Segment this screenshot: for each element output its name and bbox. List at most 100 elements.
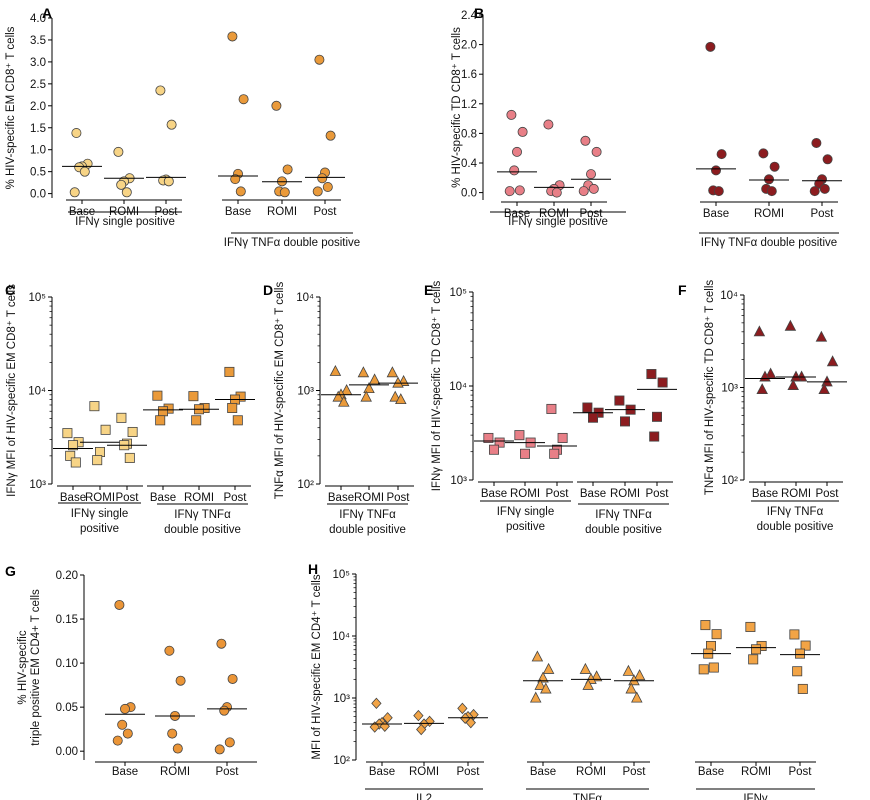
- data-point: [557, 432, 568, 443]
- data-point: [582, 678, 594, 690]
- data-point: [329, 364, 342, 376]
- data-point: [127, 426, 138, 437]
- group-label: double positive: [585, 524, 662, 536]
- group-label: IFNγ TNFα: [174, 509, 231, 521]
- x-tick-label: Base: [504, 208, 530, 220]
- group-label: positive: [506, 521, 545, 533]
- y-tick-label: 1.5: [30, 123, 46, 135]
- y-tick-label: 10³: [721, 383, 738, 395]
- data-point: [790, 370, 802, 382]
- data-point: [69, 187, 80, 198]
- data-point: [711, 629, 722, 640]
- group-label: IFNγ single: [71, 508, 129, 520]
- y-tick-label: 2.0: [30, 101, 46, 113]
- x-tick-label: ROMI: [781, 488, 811, 500]
- x-tick-label: ROMI: [409, 766, 439, 778]
- y-tick-label: 2.5: [30, 79, 46, 91]
- data-point: [657, 377, 668, 388]
- x-tick-label: Base: [112, 766, 138, 778]
- y-tick-label: 0.0: [30, 189, 46, 201]
- y-tick-label: 0.05: [56, 702, 78, 714]
- x-tick-label: Base: [481, 488, 507, 500]
- data-point: [238, 94, 249, 105]
- x-tick-label: Post: [810, 208, 834, 220]
- x-tick-label: ROMI: [510, 488, 540, 500]
- y-tick-label: 10⁴: [720, 290, 738, 302]
- data-point: [628, 674, 640, 686]
- x-tick-label: ROMI: [741, 766, 771, 778]
- data-point: [590, 670, 603, 682]
- y-tick-label: 1.0: [30, 145, 46, 157]
- data-point: [395, 393, 407, 405]
- data-point: [357, 366, 370, 378]
- data-point: [622, 664, 635, 676]
- data-point: [797, 683, 808, 694]
- data-point: [271, 100, 282, 111]
- panel-f: F 10² 10³ 10⁴ TNFα MFI of HIV-specific TD CD…: [678, 280, 847, 533]
- data-point: [633, 669, 646, 681]
- panel-letter: E: [424, 282, 433, 298]
- panel-e: E 10³ 10⁴ 10⁵ IFNγ MFI of HIV-specific TD CD…: [424, 280, 677, 536]
- data-point: [789, 629, 800, 640]
- data-point: [800, 640, 811, 651]
- x-tick-label: Base: [580, 488, 606, 500]
- y-tick-label: 10³: [29, 479, 46, 491]
- data-point: [457, 702, 468, 715]
- data-point: [214, 744, 225, 755]
- data-point: [224, 737, 235, 748]
- y-tick-label: 0.10: [56, 658, 78, 670]
- data-point: [766, 186, 777, 197]
- data-point: [468, 708, 479, 721]
- data-point: [819, 183, 830, 194]
- data-point: [700, 620, 711, 631]
- data-point: [512, 146, 523, 157]
- x-tick-label: Base: [530, 766, 556, 778]
- data-point: [157, 406, 168, 417]
- data-point: [504, 186, 515, 197]
- data-point: [117, 719, 128, 730]
- y-tick-label: 10⁵: [449, 287, 467, 299]
- group-label: double positive: [757, 521, 834, 533]
- data-point: [79, 166, 90, 177]
- panel-g: G 0.00 0.05 0.10 0.15 0.20 % HIV-specific tripl…: [5, 563, 257, 778]
- data-point: [811, 138, 822, 149]
- y-tick-label: 0.15: [56, 614, 78, 626]
- data-point: [784, 319, 797, 331]
- x-tick-label: ROMI: [85, 492, 115, 504]
- data-point: [113, 146, 124, 157]
- data-point: [314, 54, 325, 65]
- series-group: Base ROMI Post TNFα: [523, 650, 654, 800]
- x-tick-label: Base: [60, 492, 86, 504]
- data-point: [392, 376, 404, 388]
- x-tick-label: Base: [369, 766, 395, 778]
- data-point: [758, 148, 769, 159]
- y-tick-label: 10⁴: [332, 631, 350, 643]
- data-point: [551, 187, 562, 198]
- group-label: IFNγ single: [497, 506, 555, 518]
- y-tick-label: 0.00: [56, 746, 78, 758]
- data-point: [71, 128, 82, 139]
- data-point: [756, 383, 768, 395]
- data-point: [716, 149, 727, 160]
- y-tick-label: 0.4: [461, 158, 478, 170]
- data-point: [317, 173, 328, 184]
- x-tick-label: ROMI: [267, 206, 297, 218]
- data-point: [363, 382, 375, 394]
- data-point: [588, 183, 599, 194]
- data-point: [753, 325, 766, 337]
- x-tick-label: Post: [215, 766, 239, 778]
- panel-h: H 10² 10³ 10⁴ 10⁵ MFI of HIV-specific EM CD4⁺…: [308, 561, 820, 800]
- series-group: Base ROMI Post IFNγ TNFα double positive: [321, 364, 418, 536]
- x-tick-label: Base: [328, 492, 354, 504]
- data-point: [368, 373, 381, 385]
- data-point: [465, 716, 476, 729]
- series-group: Base ROMI Post: [95, 599, 257, 778]
- data-point: [818, 383, 830, 395]
- panel-c: C 10³ 10⁴ 10⁵ IFNγ MFI of HIV-specific EM CD…: [5, 282, 255, 536]
- data-point: [579, 662, 592, 674]
- x-tick-label: Post: [645, 488, 669, 500]
- data-point: [100, 424, 111, 435]
- y-tick-label: 0.0: [461, 188, 477, 200]
- group-label: IFNγ single positive: [75, 216, 175, 228]
